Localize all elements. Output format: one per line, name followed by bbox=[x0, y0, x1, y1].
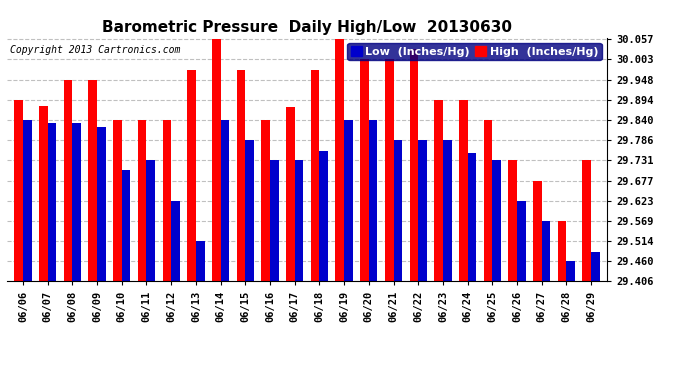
Bar bbox=[591, 252, 600, 281]
Bar bbox=[493, 160, 501, 281]
Bar bbox=[369, 120, 377, 281]
Bar bbox=[163, 120, 171, 281]
Bar bbox=[237, 70, 245, 281]
Bar bbox=[360, 59, 369, 281]
Bar bbox=[245, 140, 254, 281]
Bar bbox=[39, 106, 48, 281]
Bar bbox=[443, 140, 451, 281]
Text: Copyright 2013 Cartronics.com: Copyright 2013 Cartronics.com bbox=[10, 45, 180, 55]
Bar bbox=[187, 70, 196, 281]
Bar bbox=[121, 170, 130, 281]
Bar bbox=[221, 120, 229, 281]
Bar bbox=[310, 70, 319, 281]
Bar bbox=[393, 140, 402, 281]
Bar bbox=[335, 39, 344, 281]
Bar bbox=[295, 160, 304, 281]
Bar bbox=[533, 180, 542, 281]
Bar bbox=[319, 151, 328, 281]
Bar bbox=[566, 261, 575, 281]
Bar bbox=[558, 220, 566, 281]
Bar bbox=[97, 128, 106, 281]
Legend: Low  (Inches/Hg), High  (Inches/Hg): Low (Inches/Hg), High (Inches/Hg) bbox=[347, 43, 602, 60]
Bar bbox=[113, 120, 121, 281]
Bar bbox=[434, 100, 443, 281]
Bar bbox=[418, 140, 427, 281]
Bar bbox=[88, 80, 97, 281]
Bar bbox=[262, 120, 270, 281]
Bar bbox=[410, 50, 418, 281]
Bar bbox=[582, 160, 591, 281]
Bar bbox=[484, 120, 493, 281]
Bar bbox=[542, 220, 551, 281]
Bar bbox=[344, 120, 353, 281]
Bar bbox=[14, 100, 23, 281]
Bar bbox=[171, 201, 180, 281]
Bar bbox=[385, 59, 393, 281]
Bar bbox=[48, 123, 57, 281]
Bar bbox=[23, 120, 32, 281]
Bar bbox=[270, 160, 279, 281]
Bar bbox=[468, 153, 476, 281]
Bar bbox=[138, 120, 146, 281]
Bar bbox=[63, 80, 72, 281]
Bar bbox=[286, 107, 295, 281]
Bar bbox=[517, 201, 526, 281]
Bar bbox=[72, 123, 81, 281]
Bar bbox=[459, 100, 468, 281]
Bar bbox=[212, 39, 221, 281]
Title: Barometric Pressure  Daily High/Low  20130630: Barometric Pressure Daily High/Low 20130… bbox=[102, 20, 512, 35]
Bar bbox=[196, 241, 204, 281]
Bar bbox=[146, 160, 155, 281]
Bar bbox=[509, 160, 517, 281]
